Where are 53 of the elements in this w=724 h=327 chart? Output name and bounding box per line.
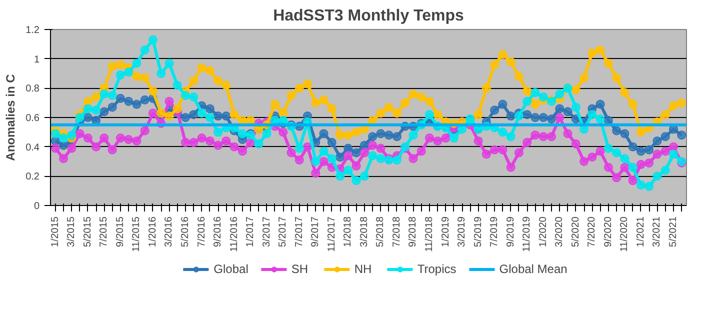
- x-tick-label: 5/2021: [668, 216, 679, 248]
- y-tick-label: 0.2: [26, 172, 40, 183]
- x-tick-label: 5/2015: [82, 216, 94, 248]
- x-tick-label: 5/2017: [278, 216, 289, 248]
- x-tick-label: 7/2019: [489, 216, 500, 248]
- x-tick-label: 5/2018: [375, 216, 386, 248]
- x-tick-label: 5/2019: [472, 216, 484, 248]
- x-tick-label: 5/2016: [180, 216, 192, 248]
- x-tick-label: 5/2020: [570, 216, 582, 248]
- x-tick-label: 7/2020: [586, 216, 598, 248]
- x-tick-label: 9/2020: [602, 216, 614, 248]
- x-tick-label: 1/2019: [440, 216, 452, 248]
- x-tick-label: 9/2016: [212, 216, 224, 248]
- x-tick-label: 3/2021: [652, 216, 663, 248]
- x-tick-label: 9/2019: [505, 216, 516, 248]
- x-tick-label: 9/2017: [310, 216, 322, 248]
- y-tick-label: 1.2: [26, 25, 40, 36]
- x-tick-label: 3/2018: [358, 216, 370, 248]
- x-tick-label: 3/2015: [66, 216, 78, 248]
- legend-label: NH: [354, 262, 373, 276]
- x-tick-label: 1/2020: [538, 216, 549, 248]
- legend-label: Global Mean: [499, 262, 568, 276]
- y-tick-label: 0.4: [26, 142, 40, 154]
- x-tick-label: 1/2021: [635, 216, 646, 248]
- y-tick-label: 0.8: [26, 84, 40, 95]
- x-tick-label: 11/2015: [131, 216, 142, 252]
- x-tick-label: 11/2020: [619, 216, 630, 252]
- x-tick-label: 1/2016: [147, 216, 158, 248]
- x-tick-label: 7/2018: [391, 216, 402, 248]
- x-tick-label: 7/2015: [98, 216, 110, 248]
- x-tick-label: 1/2018: [342, 216, 354, 248]
- y-axis-title: Anomalies in C: [4, 74, 18, 161]
- x-tick-label: 11/2017: [326, 216, 338, 252]
- x-tick-label: 1/2017: [245, 216, 256, 248]
- x-tick-label: 3/2017: [261, 216, 272, 248]
- x-tick-label: 11/2016: [228, 216, 240, 252]
- x-tick-label: 7/2016: [196, 216, 208, 248]
- legend-label: Tropics: [417, 262, 456, 276]
- x-tick-label: 1/2015: [50, 216, 61, 248]
- y-tick-label: 0: [34, 201, 40, 212]
- x-tick-label: 9/2018: [408, 216, 419, 248]
- x-tick-label: 9/2015: [114, 216, 126, 248]
- legend-label: SH: [291, 262, 310, 276]
- x-tick-label: 7/2017: [294, 216, 305, 248]
- chart-title: HadSST3 Monthly Temps: [273, 8, 464, 24]
- x-tick-label: 3/2020: [554, 216, 566, 248]
- x-tick-label: 11/2019: [522, 216, 533, 252]
- y-tick-label: 0.6: [26, 113, 40, 124]
- y-tick-label: 1: [34, 54, 40, 66]
- x-tick-label: 11/2018: [424, 216, 435, 252]
- legend-label: Global: [214, 262, 248, 276]
- x-tick-label: 3/2016: [164, 216, 175, 248]
- x-tick-label: 3/2019: [456, 216, 468, 248]
